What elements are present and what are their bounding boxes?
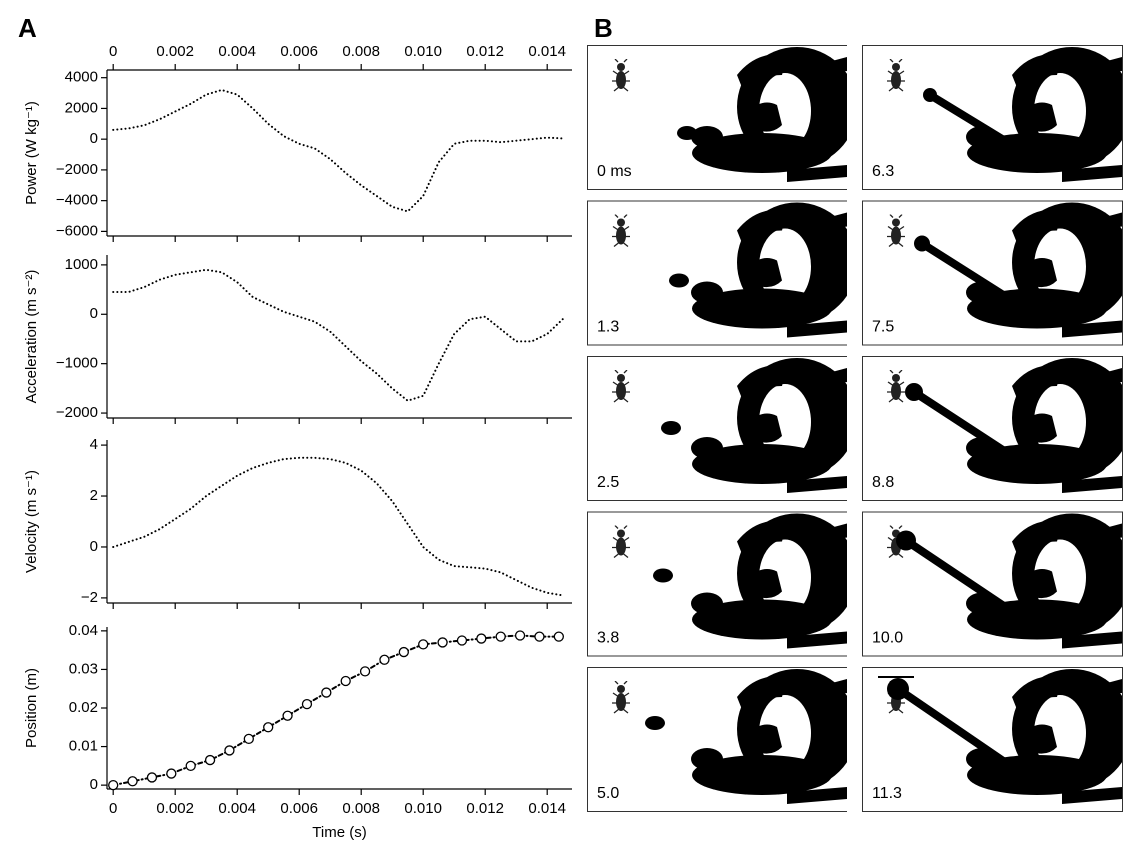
x-tick-label: 0.002 [156,800,194,817]
y-tick-label: 1000 [65,256,98,273]
data-point [127,776,138,787]
data-point [495,631,506,642]
y-axis-label: Acceleration (m s⁻²) [23,270,40,404]
x-tick-label: 0.008 [342,800,380,817]
frame-label: 7.5 [872,319,894,336]
video-frame [862,200,1130,346]
data-point [146,772,158,783]
x-tick-label: 0 [109,800,117,817]
frame-label: 6.3 [872,163,894,180]
frame-label: 8.8 [872,474,894,491]
video-frame [862,356,1130,501]
y-tick-label: −6000 [56,222,98,239]
x-tick-label: 0.010 [404,43,442,60]
data-point [108,779,119,791]
data-point [321,687,332,698]
data-point [553,631,564,642]
y-tick-label: −2000 [56,161,98,178]
data-line [112,456,564,597]
frame-label: 11.3 [872,785,902,802]
video-frame [587,356,847,501]
y-axis-label: Power (W kg⁻¹) [23,101,40,205]
frame-label: 3.8 [597,630,619,647]
y-tick-label: 2 [90,487,98,504]
data-point [476,633,487,644]
video-frame [862,45,1130,190]
y-tick-label: −2 [81,589,98,606]
panel-label: A [18,13,37,43]
data-point [398,646,409,658]
data-point [185,760,196,772]
y-tick-label: 0 [90,538,98,555]
data-point [418,639,429,650]
video-frame [862,667,1130,812]
x-tick-label: 0.004 [218,800,256,817]
data-line [112,268,564,402]
data-point [437,637,448,648]
y-tick-label: 0 [90,130,98,147]
data-point [456,635,468,646]
x-tick-label: 0.006 [280,43,318,60]
panel-label: B [594,13,613,43]
frame-label: 2.5 [597,474,619,491]
y-tick-label: 0 [90,305,98,322]
data-point [534,631,545,642]
y-axis-label: Position (m) [23,668,40,748]
x-tick-label: 0 [109,43,117,60]
data-line [112,634,560,787]
x-tick-label: 0.006 [280,800,318,817]
y-tick-label: −4000 [56,192,98,209]
y-tick-label: 0 [90,776,98,793]
y-tick-label: 0.01 [69,738,98,755]
data-point [359,666,371,677]
y-tick-label: −1000 [56,355,98,372]
x-tick-label: 0.014 [528,43,566,60]
data-point [243,733,254,745]
frame-label: 5.0 [597,785,619,802]
data-point [301,698,313,710]
data-point [224,745,235,756]
y-tick-label: 0.04 [69,622,98,639]
data-point [514,630,526,641]
data-point [166,768,177,779]
y-tick-label: 2000 [65,99,98,116]
data-point [204,754,216,766]
data-line [112,88,564,213]
frame-label: 0 ms [597,163,632,180]
y-tick-label: −2000 [56,404,98,421]
x-tick-label: 0.002 [156,43,194,60]
x-tick-label: 0.012 [466,800,504,817]
y-tick-label: 0.02 [69,699,98,716]
data-point [263,722,274,733]
y-axis-label: Velocity (m s⁻¹) [23,470,40,573]
frame-label: 1.3 [597,319,619,336]
x-tick-label: 0.008 [342,43,380,60]
video-frame [587,511,847,657]
x-tick-label: 0.004 [218,43,256,60]
x-axis-label: Time (s) [312,824,366,841]
video-frame [587,667,847,812]
data-point [282,710,293,721]
video-frame [587,200,847,346]
y-tick-label: 4000 [65,69,98,86]
x-tick-label: 0.014 [528,800,566,817]
frame-label: 10.0 [872,630,903,647]
data-point [379,654,390,665]
y-tick-label: 0.03 [69,660,98,677]
video-frame [862,511,1130,657]
y-tick-label: 4 [90,436,98,453]
data-point [340,675,351,687]
x-tick-label: 0.012 [466,43,504,60]
x-tick-label: 0.010 [404,800,442,817]
video-frame [587,45,847,190]
